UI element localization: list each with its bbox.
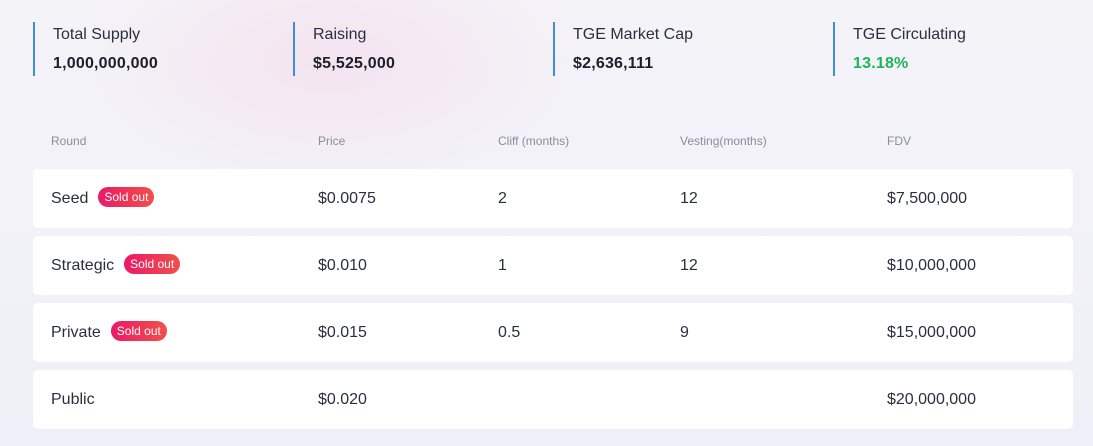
round-cell: Private Sold out [51,303,167,362]
table-row: Private Sold out $0.015 0.5 9 $15,000,000 [33,303,1073,362]
stat-label: TGE Circulating [853,26,966,43]
fdv-cell: $10,000,000 [887,257,976,274]
round-name: Strategic [51,257,115,274]
cliff-cell: 2 [498,190,507,207]
round-name: Public [51,391,95,408]
stat-value: $2,636,111 [573,55,654,72]
sold-out-badge: Sold out [124,254,181,275]
sold-out-badge: Sold out [98,187,155,208]
stat-tge-circulating: TGE Circulating 13.18% [833,22,966,76]
header-round: Round [51,134,87,148]
header-price: Price [318,134,346,148]
token-stats: Total Supply 1,000,000,000 Raising $5,52… [33,22,1093,76]
vesting-cell: 9 [680,324,689,341]
price-cell: $0.010 [318,257,367,274]
round-cell: Public [51,370,95,429]
round-name: Private [51,324,101,341]
table-row: Public $0.020 $20,000,000 [33,370,1073,429]
header-vesting: Vesting(months) [680,134,767,148]
stat-value: 13.18% [853,55,909,72]
round-name: Seed [51,190,89,207]
stat-value: 1,000,000,000 [53,55,158,72]
header-fdv: FDV [887,134,911,148]
fdv-cell: $20,000,000 [887,391,976,408]
vesting-cell: 12 [680,257,698,274]
stat-value: $5,525,000 [313,55,396,72]
stat-tge-market-cap: TGE Market Cap $2,636,111 [553,22,693,76]
price-cell: $0.0075 [318,190,376,207]
price-cell: $0.020 [318,391,367,408]
stat-raising: Raising $5,525,000 [293,22,395,76]
header-cliff: Cliff (months) [498,134,570,148]
rounds-table: Seed Sold out $0.0075 2 12 $7,500,000 Str… [33,169,1073,437]
cliff-cell: 0.5 [498,324,521,341]
stat-total-supply: Total Supply 1,000,000,000 [33,22,158,76]
stat-label: TGE Market Cap [573,26,694,43]
cliff-cell: 1 [498,257,507,274]
table-row: Strategic Sold out $0.010 1 12 $10,000,00… [33,236,1073,295]
fdv-cell: $7,500,000 [887,190,968,207]
round-cell: Strategic Sold out [51,236,181,295]
sold-out-badge: Sold out [110,321,167,342]
stat-label: Total Supply [53,26,141,43]
round-cell: Seed Sold out [51,169,155,228]
fdv-cell: $15,000,000 [887,324,976,341]
vesting-cell: 12 [680,190,698,207]
stat-label: Raising [313,26,367,43]
price-cell: $0.015 [318,324,367,341]
table-header: Round Price Cliff (months) Vesting(month… [33,134,1073,152]
table-row: Seed Sold out $0.0075 2 12 $7,500,000 [33,169,1073,228]
